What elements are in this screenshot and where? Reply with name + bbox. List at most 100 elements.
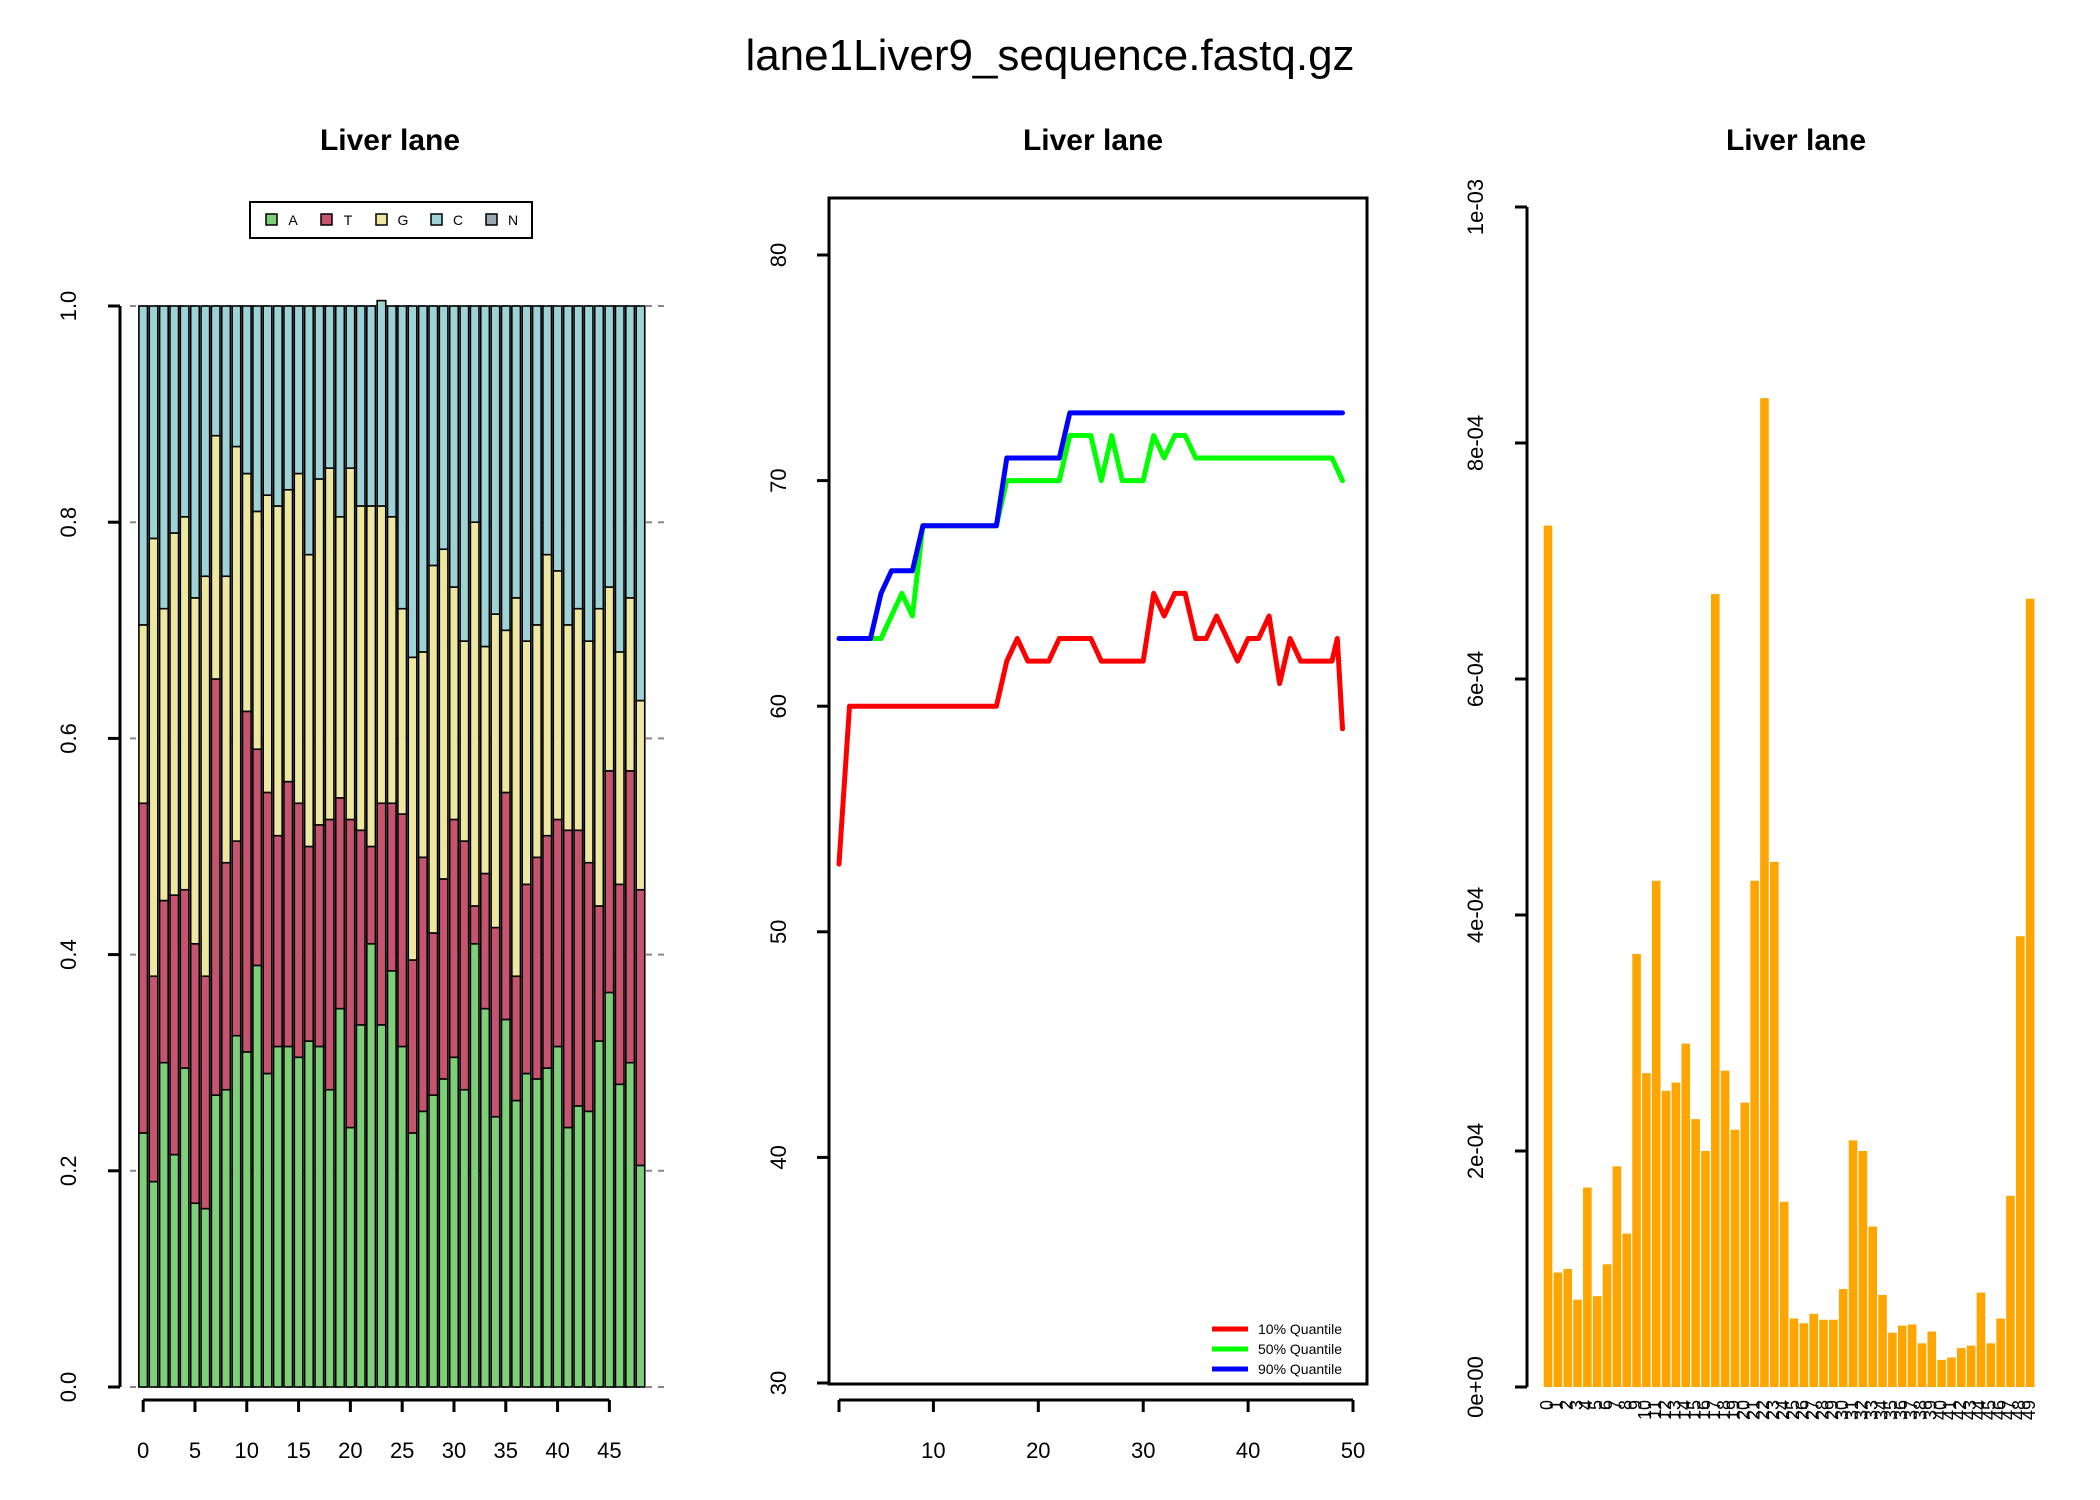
bar-segment-g	[479, 645, 491, 875]
bar-segment-a	[169, 1153, 180, 1388]
bar	[1701, 1151, 1710, 1387]
bar-segment-g	[614, 651, 625, 886]
x-tick-label: 38	[1911, 1400, 1931, 1420]
bar-segment-g	[397, 607, 408, 815]
axes: 30 40 50 60 70 80 10 20 30 40 50	[766, 243, 1365, 1463]
y-tick-label: 2e-04	[1463, 1123, 1488, 1179]
bar-segment-a	[469, 942, 480, 1388]
x-tick-label: 10	[235, 1438, 259, 1463]
bar	[1612, 1166, 1622, 1387]
series-line-90-quantile	[836, 410, 1345, 641]
axes: 0.0 0.2 0.4 0.6 0.8 1.0 0 5 10 15 20 25 30 35 40 45	[56, 291, 622, 1463]
bar-segment-t	[521, 883, 532, 1075]
bar-segment-t	[303, 845, 315, 1042]
bar-segment-t	[552, 818, 563, 1048]
y-tick-label: 0.6	[56, 723, 81, 754]
x-tick-label: 25	[1783, 1400, 1803, 1420]
bar-segment-a	[500, 1018, 511, 1388]
x-tick-label: 30	[1832, 1400, 1852, 1420]
bar-segment-c	[272, 305, 283, 507]
bar-segment-t	[635, 888, 646, 1167]
bar-segment-c	[448, 305, 460, 588]
bar-segment-t	[573, 829, 584, 1107]
x-tick-label: 3	[1566, 1400, 1586, 1410]
bar	[1868, 1226, 1878, 1387]
x-tick-label: 20	[338, 1438, 362, 1463]
bar-segment-c	[573, 305, 584, 610]
x-tick-label: 11	[1645, 1400, 1665, 1419]
bar-segment-a	[542, 1067, 553, 1388]
bar-segment-c	[624, 305, 636, 599]
x-tick-label: 14	[1675, 1400, 1695, 1420]
bar-segment-g	[314, 478, 325, 826]
bar-segment-c	[562, 305, 574, 626]
bar-segment-t	[334, 797, 346, 1010]
bar	[1760, 398, 1769, 1387]
bar-segment-t	[469, 905, 480, 945]
bar-segment-a	[604, 991, 615, 1388]
x-tick-label: 7	[1606, 1400, 1626, 1410]
legend-swatch-g	[375, 213, 388, 226]
x-tick-label: 33	[1861, 1400, 1881, 1420]
bar	[1888, 1332, 1897, 1387]
bar-segment-g	[521, 640, 532, 886]
x-tick-label: 37	[1901, 1400, 1921, 1420]
x-tick-label: 1	[1547, 1400, 1567, 1410]
x-tick-label: 40	[1236, 1438, 1260, 1463]
bar-segment-c	[469, 305, 480, 523]
bar-segment-a	[365, 942, 377, 1388]
bar-segment-g	[490, 613, 501, 929]
bar	[1809, 1313, 1818, 1387]
bar-segment-t	[252, 748, 263, 967]
bar-segment-g	[417, 651, 429, 859]
bar	[2006, 1195, 2015, 1387]
bar-segment-g	[542, 553, 553, 837]
bar	[1632, 953, 1641, 1387]
bar-segment-g	[583, 640, 594, 864]
bar-segment-c	[345, 305, 356, 469]
bar-segment-g	[189, 597, 201, 945]
bar-segment-t	[376, 802, 387, 1026]
bar-segment-a	[148, 1180, 159, 1388]
bar-segment-c	[521, 305, 532, 642]
bar-segment-t	[189, 942, 201, 1205]
bar	[1720, 1070, 1730, 1387]
x-tick-label: 28	[1812, 1400, 1832, 1420]
bar-segment-c	[511, 305, 522, 599]
y-tick-label: 4e-04	[1463, 887, 1488, 943]
bar	[1947, 1357, 1956, 1387]
bar	[1622, 1233, 1632, 1387]
stacked-bars	[138, 299, 646, 1388]
bar-segment-a	[220, 1088, 232, 1388]
bar-segment-t	[500, 791, 511, 1021]
chart-title: Liver lane	[1023, 124, 1163, 157]
bar-segment-c	[407, 305, 418, 659]
bar-segment-c	[179, 305, 190, 518]
x-tick-label: 13	[1665, 1400, 1685, 1420]
x-tick-label: 36	[1891, 1400, 1911, 1420]
bar	[1573, 1299, 1582, 1387]
bar-segment-g	[272, 505, 283, 837]
bar-segment-t	[231, 840, 242, 1037]
bar	[1838, 1289, 1848, 1387]
bar-segment-a	[272, 1045, 283, 1388]
bar-segment-t	[448, 818, 460, 1059]
legend-swatch-a	[265, 213, 278, 226]
x-tick-label: 39	[1921, 1400, 1941, 1420]
bar-segment-a	[210, 1094, 221, 1388]
bar	[1710, 594, 1720, 1387]
bar	[1937, 1359, 1946, 1387]
bar-segment-c	[138, 305, 149, 626]
bar	[2016, 936, 2025, 1387]
x-tick-label: 41	[1940, 1400, 1960, 1420]
bar-segment-c	[417, 305, 429, 653]
bar-segment-t	[459, 840, 470, 1091]
x-tick-label: 12	[1655, 1400, 1675, 1420]
bar-segment-a	[583, 1110, 594, 1388]
x-tick-label: 44	[1970, 1400, 1990, 1420]
x-tick-label: 35	[1881, 1400, 1901, 1420]
bar	[1819, 1319, 1828, 1387]
legend: 10% Quantile 50% Quantile 90% Quantile	[1212, 1321, 1342, 1377]
bar	[1966, 1345, 1976, 1387]
bar-segment-g	[200, 575, 211, 978]
